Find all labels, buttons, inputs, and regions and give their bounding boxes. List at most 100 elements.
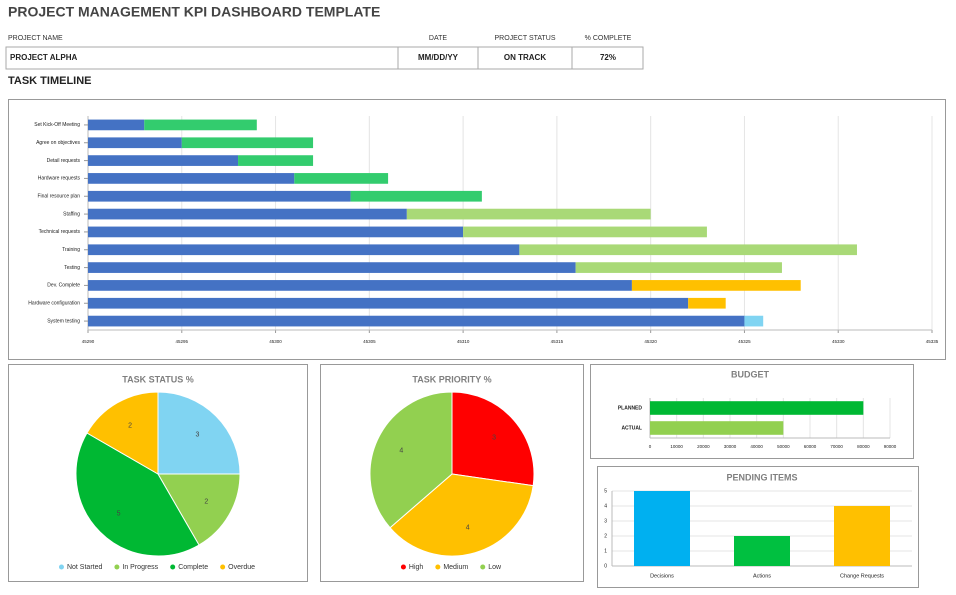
start-bar xyxy=(88,262,576,273)
x-tick-label: 45295 xyxy=(176,339,189,344)
x-tick-label: 45320 xyxy=(644,339,657,344)
pie-slice xyxy=(86,391,159,475)
task-label: Testing xyxy=(64,265,80,271)
bar xyxy=(650,421,784,435)
x-tick-label: Change Requests xyxy=(840,573,884,579)
column-header: DATE xyxy=(429,35,447,42)
pie-slice xyxy=(157,473,241,546)
task-label: Technical requests xyxy=(39,229,81,235)
start-bar xyxy=(88,119,145,131)
table-value: ON TRACK xyxy=(504,53,546,62)
x-tick-label: 80000 xyxy=(857,444,870,449)
legend-marker xyxy=(58,564,64,570)
chart-title: TASK STATUS % xyxy=(122,374,194,384)
y-tick-label: 1 xyxy=(604,548,607,554)
x-tick-label: 90000 xyxy=(884,444,897,449)
task-label: Agree on objectives xyxy=(36,140,80,146)
x-tick-label: 50000 xyxy=(777,444,790,449)
x-tick-label: 45325 xyxy=(738,339,751,344)
x-tick-label: 45330 xyxy=(832,339,845,344)
duration-bar xyxy=(406,208,651,220)
duration-bar xyxy=(631,280,801,291)
duration-bar xyxy=(238,155,314,166)
duration-bar xyxy=(181,137,314,149)
bar xyxy=(734,536,790,566)
task-label: Detail requests xyxy=(47,158,81,164)
bar xyxy=(634,491,690,566)
task-label: Hardware requests xyxy=(38,176,81,182)
page-title: PROJECT MANAGEMENT KPI DASHBOARD TEMPLAT… xyxy=(8,4,380,20)
legend-marker xyxy=(400,564,406,570)
x-tick-label: 10000 xyxy=(670,444,683,449)
x-tick-label: 45310 xyxy=(457,339,470,344)
legend-label: Medium xyxy=(443,564,468,571)
chart-title: TASK PRIORITY % xyxy=(412,374,491,384)
duration-bar xyxy=(519,244,857,256)
task-label: Hardware configuration xyxy=(28,301,80,307)
data-label: 2 xyxy=(204,499,208,506)
x-tick-label: 0 xyxy=(649,444,652,449)
data-label: 4 xyxy=(466,524,470,531)
legend-marker xyxy=(480,564,486,570)
legend-marker xyxy=(435,564,441,570)
y-tick-label: 2 xyxy=(604,533,607,539)
start-bar xyxy=(88,173,295,184)
start-bar xyxy=(88,190,351,202)
duration-bar xyxy=(744,315,764,327)
task-label: Set Kick-Off Meeting xyxy=(34,122,80,128)
legend-marker xyxy=(114,564,120,570)
task-label: Dev. Complete xyxy=(47,283,80,289)
x-tick-label: 70000 xyxy=(830,444,843,449)
task-label: Staffing xyxy=(63,211,80,217)
y-tick-label: 5 xyxy=(604,488,607,494)
duration-bar xyxy=(144,119,257,131)
column-header: % COMPLETE xyxy=(585,35,632,42)
x-tick-label: 60000 xyxy=(804,444,817,449)
x-tick-label: 45335 xyxy=(926,339,939,344)
pie-slice xyxy=(157,391,241,475)
pie-slice xyxy=(75,432,200,557)
table-value: 72% xyxy=(600,53,616,62)
task-label: Training xyxy=(62,247,80,253)
legend-label: Complete xyxy=(178,564,208,571)
x-tick-label: 45305 xyxy=(363,339,376,344)
x-tick-label: 30000 xyxy=(724,444,737,449)
column-header: PROJECT NAME xyxy=(8,35,63,42)
table-cells xyxy=(5,46,644,70)
legend-label: Low xyxy=(488,564,502,571)
legend-label: Overdue xyxy=(228,564,255,571)
legend-label: Not Started xyxy=(67,564,103,571)
x-tick-label: 40000 xyxy=(750,444,763,449)
legend-marker xyxy=(220,564,226,570)
x-tick-label: 45290 xyxy=(82,339,95,344)
duration-bar xyxy=(294,173,389,184)
column-header: PROJECT STATUS xyxy=(494,35,555,42)
start-bar xyxy=(88,280,632,291)
x-tick-label: 45315 xyxy=(551,339,564,344)
data-label: 5 xyxy=(117,510,121,517)
y-tick-label: 4 xyxy=(604,503,607,509)
y-tick-label: 0 xyxy=(604,563,607,569)
pie-slice xyxy=(369,391,453,529)
data-label: 4 xyxy=(399,448,403,455)
x-tick-label: Actions xyxy=(753,573,771,579)
bar xyxy=(834,506,890,566)
pie-slice xyxy=(451,391,535,487)
start-bar xyxy=(88,226,464,238)
task-label: System testing xyxy=(47,318,80,324)
start-bar xyxy=(88,208,407,220)
x-tick-label: 45300 xyxy=(269,339,282,344)
legend-label: High xyxy=(409,564,424,571)
legend-marker xyxy=(170,564,176,570)
duration-bar xyxy=(575,262,782,273)
data-label: 3 xyxy=(492,434,496,441)
start-bar xyxy=(88,244,520,256)
pie-slice xyxy=(389,473,534,557)
start-bar xyxy=(88,137,182,149)
start-bar xyxy=(88,297,689,309)
legend-label: In Progress xyxy=(122,564,158,571)
start-bar xyxy=(88,315,745,327)
duration-bar xyxy=(350,190,482,202)
y-tick-label: ACTUAL xyxy=(621,425,642,431)
